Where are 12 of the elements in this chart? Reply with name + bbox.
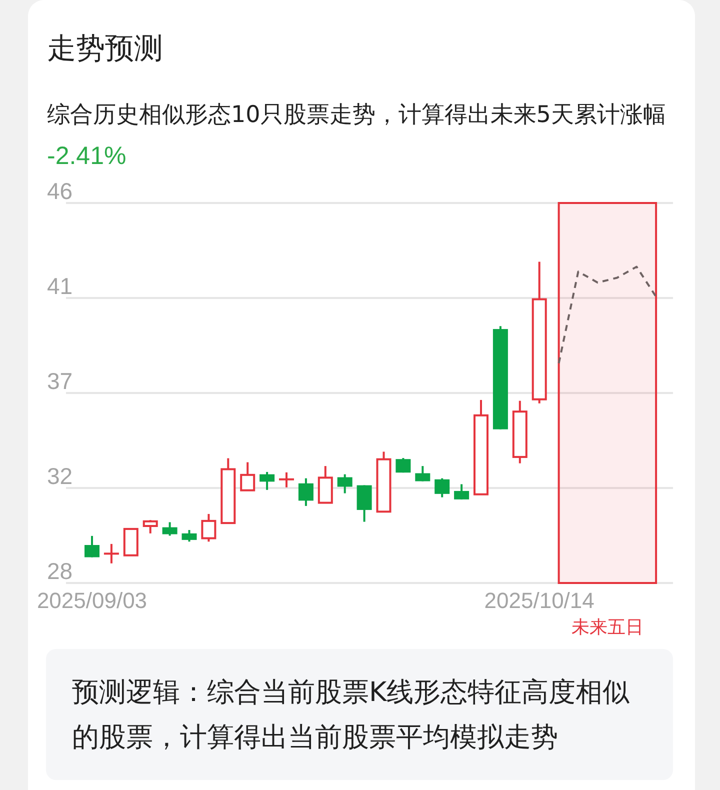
text: 预测逻辑：综合当前股票K线形态特征高度相似的股票，计算得出当前股票平均模拟走势: [72, 676, 631, 755]
y-tick-label: 28: [47, 558, 73, 584]
x-tick-label: 2025/10/14: [484, 588, 594, 613]
y-tick-label: 37: [47, 368, 73, 394]
text: 未来五日: [571, 617, 644, 638]
chart-title: 走势预测: [47, 30, 163, 67]
y-tick-label: 41: [47, 273, 73, 299]
x-tick-label: 2025/09/03: [36, 588, 148, 613]
y-tick-label: 32: [47, 463, 73, 489]
y-tick-label: 46: [47, 178, 73, 204]
text: -2.41%: [47, 141, 126, 172]
chart-subtitle: 综合历史相似形态10只股票走势，计算得出未来5天累计涨幅: [47, 101, 666, 130]
